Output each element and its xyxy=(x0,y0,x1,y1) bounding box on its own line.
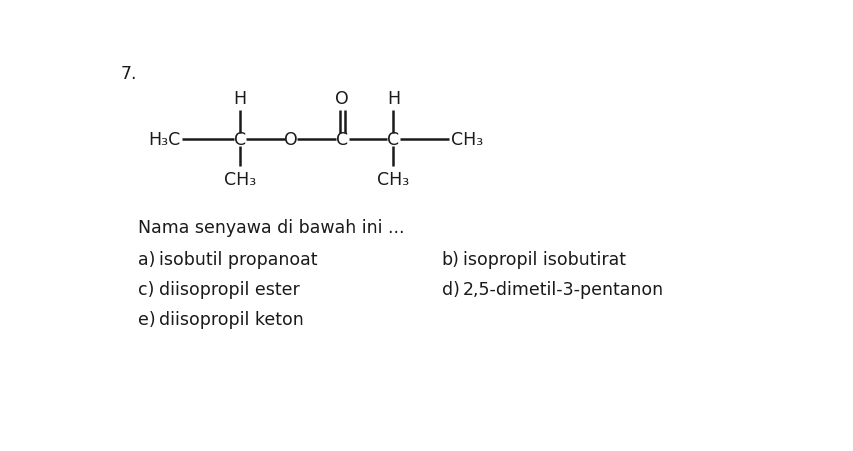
Text: c): c) xyxy=(137,281,154,299)
Text: C: C xyxy=(387,131,399,149)
Text: d): d) xyxy=(441,281,459,299)
Text: isobutil propanoat: isobutil propanoat xyxy=(160,251,317,269)
Text: CH₃: CH₃ xyxy=(377,170,409,189)
Text: diisopropil keton: diisopropil keton xyxy=(160,311,304,329)
Text: e): e) xyxy=(137,311,155,329)
Text: b): b) xyxy=(441,251,459,269)
Text: CH₃: CH₃ xyxy=(223,170,256,189)
Text: O: O xyxy=(335,90,349,108)
Text: CH₃: CH₃ xyxy=(450,131,483,149)
Text: H: H xyxy=(386,90,399,108)
Text: H: H xyxy=(233,90,247,108)
Text: O: O xyxy=(284,131,298,149)
Text: C: C xyxy=(234,131,246,149)
Text: a): a) xyxy=(137,251,155,269)
Text: Nama senyawa di bawah ini ...: Nama senyawa di bawah ini ... xyxy=(137,219,403,236)
Text: diisopropil ester: diisopropil ester xyxy=(160,281,300,299)
Text: 7.: 7. xyxy=(120,65,137,83)
Text: C: C xyxy=(336,131,348,149)
Text: H₃C: H₃C xyxy=(148,131,180,149)
Text: 2,5-dimetil-3-pentanon: 2,5-dimetil-3-pentanon xyxy=(462,281,664,299)
Text: isopropil isobutirat: isopropil isobutirat xyxy=(462,251,625,269)
